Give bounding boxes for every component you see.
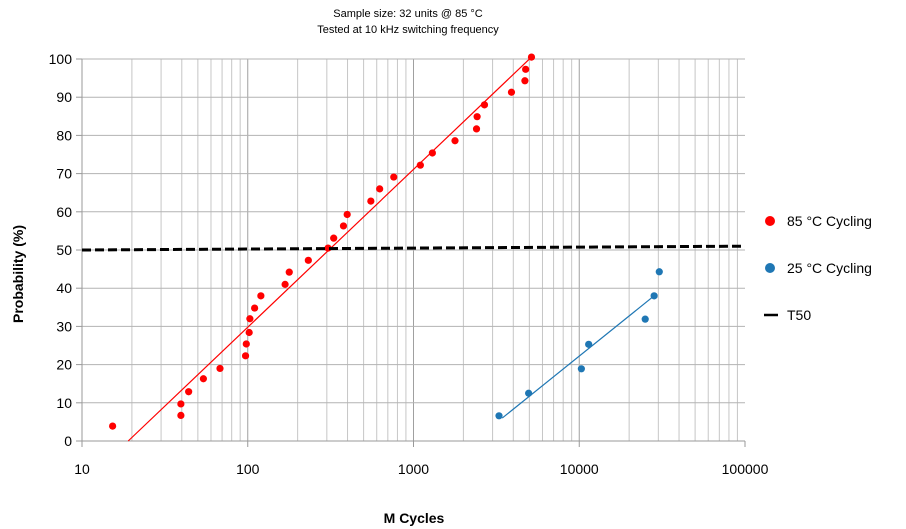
data-point bbox=[199, 375, 207, 383]
data-point bbox=[245, 328, 253, 337]
data-point bbox=[241, 352, 250, 360]
series-3 bbox=[81, 244, 746, 252]
data-point bbox=[495, 412, 503, 420]
data-point bbox=[522, 65, 530, 73]
data-point bbox=[177, 411, 185, 420]
data-point bbox=[655, 268, 663, 276]
y-tick-label: 70 bbox=[56, 166, 72, 182]
y-tick-label: 10 bbox=[56, 395, 72, 411]
data-point bbox=[525, 389, 533, 397]
data-point bbox=[527, 53, 536, 61]
legend-label-25c: 25 °C Cycling bbox=[787, 260, 872, 276]
data-point bbox=[650, 292, 658, 300]
x-tick-label: 10 bbox=[74, 461, 90, 477]
data-point bbox=[242, 340, 250, 348]
data-point bbox=[185, 388, 193, 396]
data-point bbox=[281, 280, 289, 288]
data-point bbox=[376, 185, 384, 193]
x-tick-label: 100000 bbox=[722, 461, 769, 477]
data-point bbox=[480, 101, 489, 109]
y-tick-label: 80 bbox=[56, 127, 72, 143]
data-point bbox=[304, 256, 312, 264]
data-point bbox=[251, 304, 259, 312]
x-tick-labels: 10 100 1000 10000 100000 bbox=[74, 461, 768, 477]
legend-marker-85c bbox=[765, 216, 775, 226]
data-point bbox=[451, 137, 459, 145]
data-point bbox=[521, 77, 529, 85]
data-point bbox=[507, 88, 516, 96]
data-point bbox=[641, 315, 649, 323]
y-tick-label: 30 bbox=[56, 318, 72, 334]
y-tick-label: 100 bbox=[49, 51, 73, 67]
data-point bbox=[343, 210, 351, 219]
data-point bbox=[472, 125, 481, 133]
y-tick-label: 50 bbox=[56, 242, 72, 258]
data-point bbox=[330, 234, 338, 242]
y-tick-label: 60 bbox=[56, 204, 72, 220]
y-tick-label: 40 bbox=[56, 280, 72, 296]
legend: 85 °C Cycling 25 °C Cycling T50 bbox=[764, 213, 872, 323]
data-point bbox=[428, 149, 436, 157]
y-tick-label: 90 bbox=[56, 89, 72, 105]
data-point bbox=[257, 292, 265, 300]
legend-marker-25c bbox=[765, 263, 775, 273]
x-tick-label: 10000 bbox=[560, 461, 599, 477]
x-tick-label: 100 bbox=[236, 461, 260, 477]
data-point bbox=[367, 197, 375, 205]
data-point bbox=[285, 268, 293, 276]
series-layer bbox=[81, 53, 746, 442]
series-2 bbox=[495, 268, 663, 420]
y-axis-title: Probability (%) bbox=[10, 225, 26, 323]
t50-line bbox=[81, 244, 746, 252]
data-point bbox=[246, 315, 254, 323]
legend-label-t50: T50 bbox=[787, 307, 811, 323]
data-point bbox=[473, 113, 481, 121]
data-point bbox=[339, 222, 348, 230]
y-tick-labels: 0 10 20 30 40 50 60 70 80 90 100 bbox=[49, 51, 73, 449]
grid bbox=[81, 58, 745, 442]
data-point bbox=[216, 364, 224, 373]
data-point bbox=[416, 161, 424, 169]
data-point bbox=[109, 422, 117, 430]
data-point bbox=[390, 173, 398, 181]
y-tick-label: 0 bbox=[64, 433, 72, 449]
x-axis-title: M Cycles bbox=[384, 510, 445, 526]
data-point bbox=[177, 400, 185, 408]
axes bbox=[76, 58, 746, 447]
x-tick-label: 1000 bbox=[398, 461, 429, 477]
legend-label-85c: 85 °C Cycling bbox=[787, 213, 872, 229]
data-point bbox=[577, 365, 585, 373]
chart-subtitle-line-2: Tested at 10 kHz switching frequency bbox=[317, 24, 499, 36]
chart-subtitle-line-1: Sample size: 32 units @ 85 °C bbox=[333, 8, 483, 20]
y-tick-label: 20 bbox=[56, 357, 72, 373]
data-point bbox=[585, 340, 593, 348]
trendline bbox=[501, 295, 655, 419]
